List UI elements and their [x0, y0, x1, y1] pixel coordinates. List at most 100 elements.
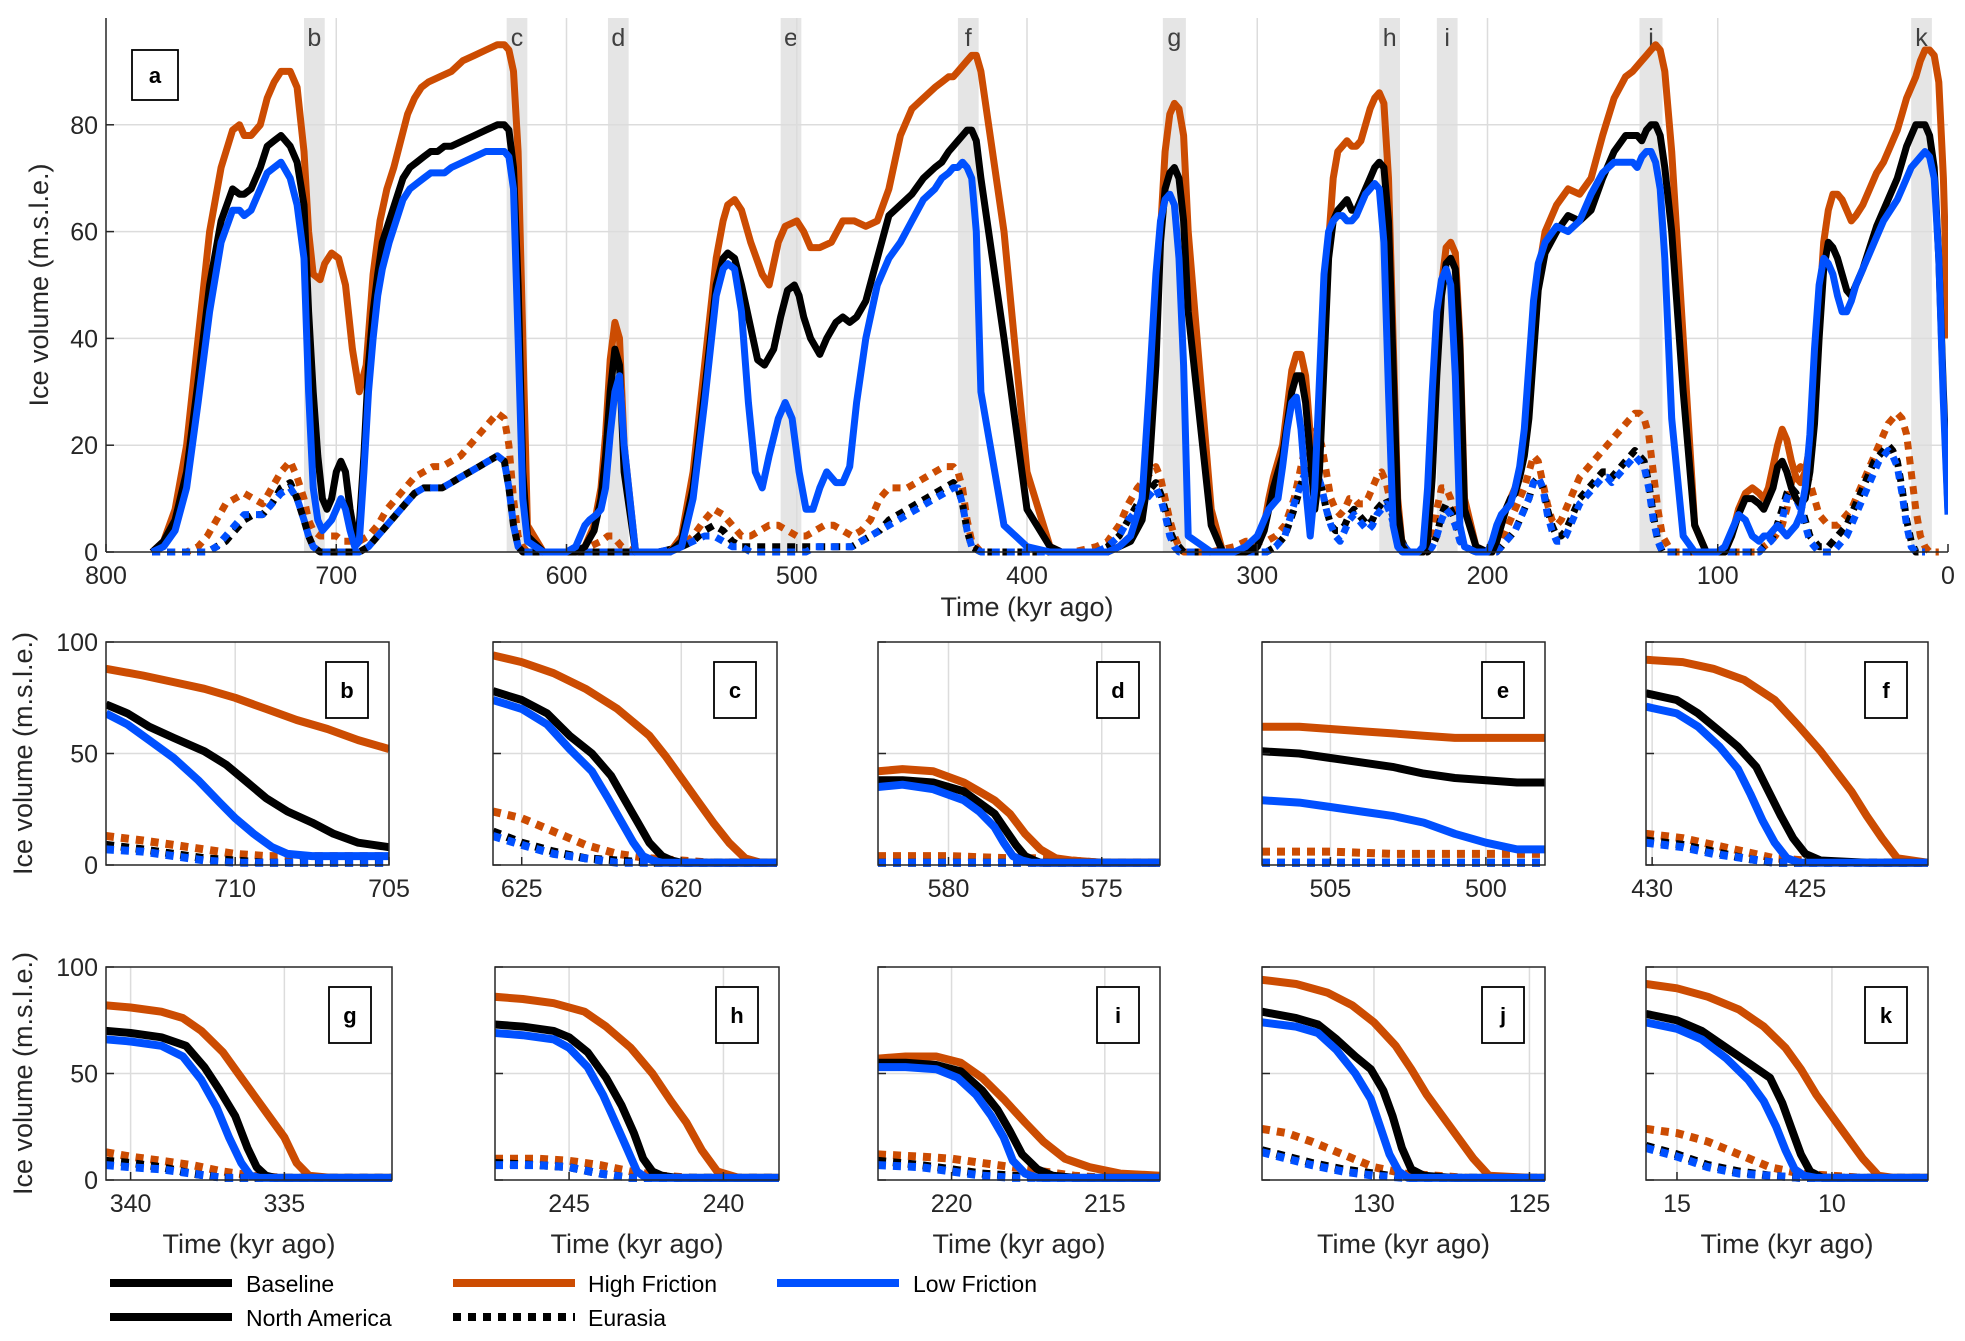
series-line-baseline-north-america — [106, 1026, 392, 1182]
legend-item-high-friction: High Friction — [453, 1271, 717, 1297]
panel-i: 220 215 Time (kyr ago) i — [877, 966, 1161, 1259]
series-group — [1646, 655, 1928, 867]
y-axis-label: Ice volume (m.s.l.e.) — [8, 952, 38, 1195]
panel-label: i — [1115, 1003, 1121, 1028]
panel-b: 710 705 0 50 100 Ice volume (m.s.l.e.) b — [8, 629, 410, 903]
x-tick-label: 430 — [1631, 875, 1673, 903]
series-line-low-friction-eurasia — [493, 832, 777, 867]
panel-label: b — [340, 678, 353, 703]
band-label-c: c — [511, 24, 524, 52]
legend-item-eurasia: Eurasia — [453, 1305, 666, 1331]
shaded-band-f — [957, 18, 979, 552]
series-line-high-friction-north-america — [493, 651, 777, 867]
series-line-high-friction-north-america — [495, 992, 779, 1182]
panel-label-box — [1096, 661, 1140, 719]
series-line-high-friction-north-america — [1646, 655, 1928, 867]
series-line-baseline-eurasia — [152, 441, 1925, 556]
panel-label-box — [131, 49, 179, 101]
band-label-j: j — [1647, 24, 1654, 52]
x-tick-label: 425 — [1785, 875, 1827, 903]
series-line-low-friction-north-america — [878, 1063, 1160, 1182]
series-line-high-friction-eurasia — [1262, 847, 1545, 858]
x-tick-label: 800 — [85, 562, 127, 590]
y-tick-label: 100 — [56, 954, 98, 982]
x-tick-label: 10 — [1818, 1190, 1846, 1218]
x-tick-label: 700 — [315, 562, 357, 590]
panel-label: g — [343, 1003, 356, 1028]
x-tick-label: 575 — [1081, 875, 1123, 903]
series-line-high-friction-north-america — [1262, 722, 1545, 742]
legend-item-north-america: North America — [110, 1305, 392, 1331]
panel-j: 130 125 Time (kyr ago) j — [1261, 966, 1550, 1259]
x-tick-label: 215 — [1084, 1190, 1126, 1218]
panel-label: a — [149, 63, 162, 88]
x-tick-label: 625 — [501, 875, 543, 903]
series-group — [878, 1052, 1160, 1182]
panel-label: f — [1882, 678, 1890, 703]
series-group — [493, 651, 777, 867]
panel-label-box — [1864, 661, 1908, 719]
band-label-f: f — [965, 24, 972, 52]
x-tick-label: 335 — [264, 1190, 306, 1218]
legend-label-low-friction: Low Friction — [913, 1271, 1037, 1297]
panel-label-box — [1864, 986, 1908, 1044]
panel-label-box — [1481, 661, 1525, 719]
y-tick-label: 40 — [70, 325, 98, 353]
y-tick-label: 0 — [84, 852, 98, 880]
panel-label: c — [729, 678, 741, 703]
series-line-low-friction-north-america — [878, 780, 1160, 867]
series-line-low-friction-eurasia — [106, 845, 389, 867]
y-tick-label: 50 — [70, 1061, 98, 1089]
y-tick-label: 20 — [70, 432, 98, 460]
series-group — [1646, 980, 1928, 1182]
series-group — [495, 992, 779, 1182]
y-tick-label: 60 — [70, 219, 98, 247]
x-tick-label: 600 — [546, 562, 588, 590]
series-line-low-friction-north-america — [1646, 702, 1928, 867]
series-line-high-friction-eurasia — [495, 1154, 779, 1182]
panel-c: 625 620 c — [492, 641, 778, 903]
panel-d: 580 575 d — [877, 641, 1161, 903]
band-label-k: k — [1915, 24, 1928, 52]
x-tick-label: 300 — [1236, 562, 1278, 590]
series-line-high-friction-eurasia — [106, 832, 389, 861]
x-tick-label: 400 — [1006, 562, 1048, 590]
y-axis-label: Ice volume (m.s.l.e.) — [8, 632, 38, 875]
x-tick-label: 500 — [776, 562, 818, 590]
x-axis-label: Time (kyr ago) — [162, 1229, 335, 1259]
panel-label-box — [1481, 986, 1525, 1044]
panel-label: d — [1111, 678, 1124, 703]
series-line-high-friction-north-america — [106, 664, 389, 753]
panel-k: 15 10 Time (kyr ago) k — [1645, 966, 1929, 1259]
panel-e: 505 500 e — [1261, 641, 1546, 903]
panel-label-box — [1096, 986, 1140, 1044]
series-line-low-friction-eurasia — [878, 1161, 1160, 1182]
x-tick-label: 240 — [703, 1190, 745, 1218]
x-tick-label: 0 — [1941, 562, 1955, 590]
x-tick-label: 340 — [110, 1190, 152, 1218]
series-line-low-friction-north-america — [1262, 1018, 1545, 1182]
series-line-low-friction-north-america — [1262, 796, 1545, 854]
series-group — [106, 1001, 392, 1182]
legend-label-north-america: North America — [246, 1305, 392, 1331]
panel-label: j — [1499, 1003, 1506, 1028]
x-tick-label: 245 — [548, 1190, 590, 1218]
band-label-i: i — [1444, 24, 1450, 52]
band-label-h: h — [1383, 24, 1397, 52]
series-line-low-friction-north-america — [1646, 1018, 1928, 1182]
x-tick-label: 220 — [931, 1190, 973, 1218]
x-axis-label: Time (kyr ago) — [1317, 1229, 1490, 1259]
y-tick-label: 50 — [70, 741, 98, 769]
x-tick-label: 705 — [368, 875, 410, 903]
x-tick-label: 580 — [928, 875, 970, 903]
series-group — [149, 41, 1948, 556]
panel-label: e — [1497, 678, 1509, 703]
series-group — [1262, 722, 1545, 867]
band-label-b: b — [307, 24, 321, 52]
legend-label-eurasia: Eurasia — [588, 1305, 666, 1331]
x-axis-label: Time (kyr ago) — [1700, 1229, 1873, 1259]
legend-label-high-friction: High Friction — [588, 1271, 717, 1297]
series-line-low-friction-north-america — [150, 148, 1948, 556]
panel-label-box — [715, 986, 759, 1044]
